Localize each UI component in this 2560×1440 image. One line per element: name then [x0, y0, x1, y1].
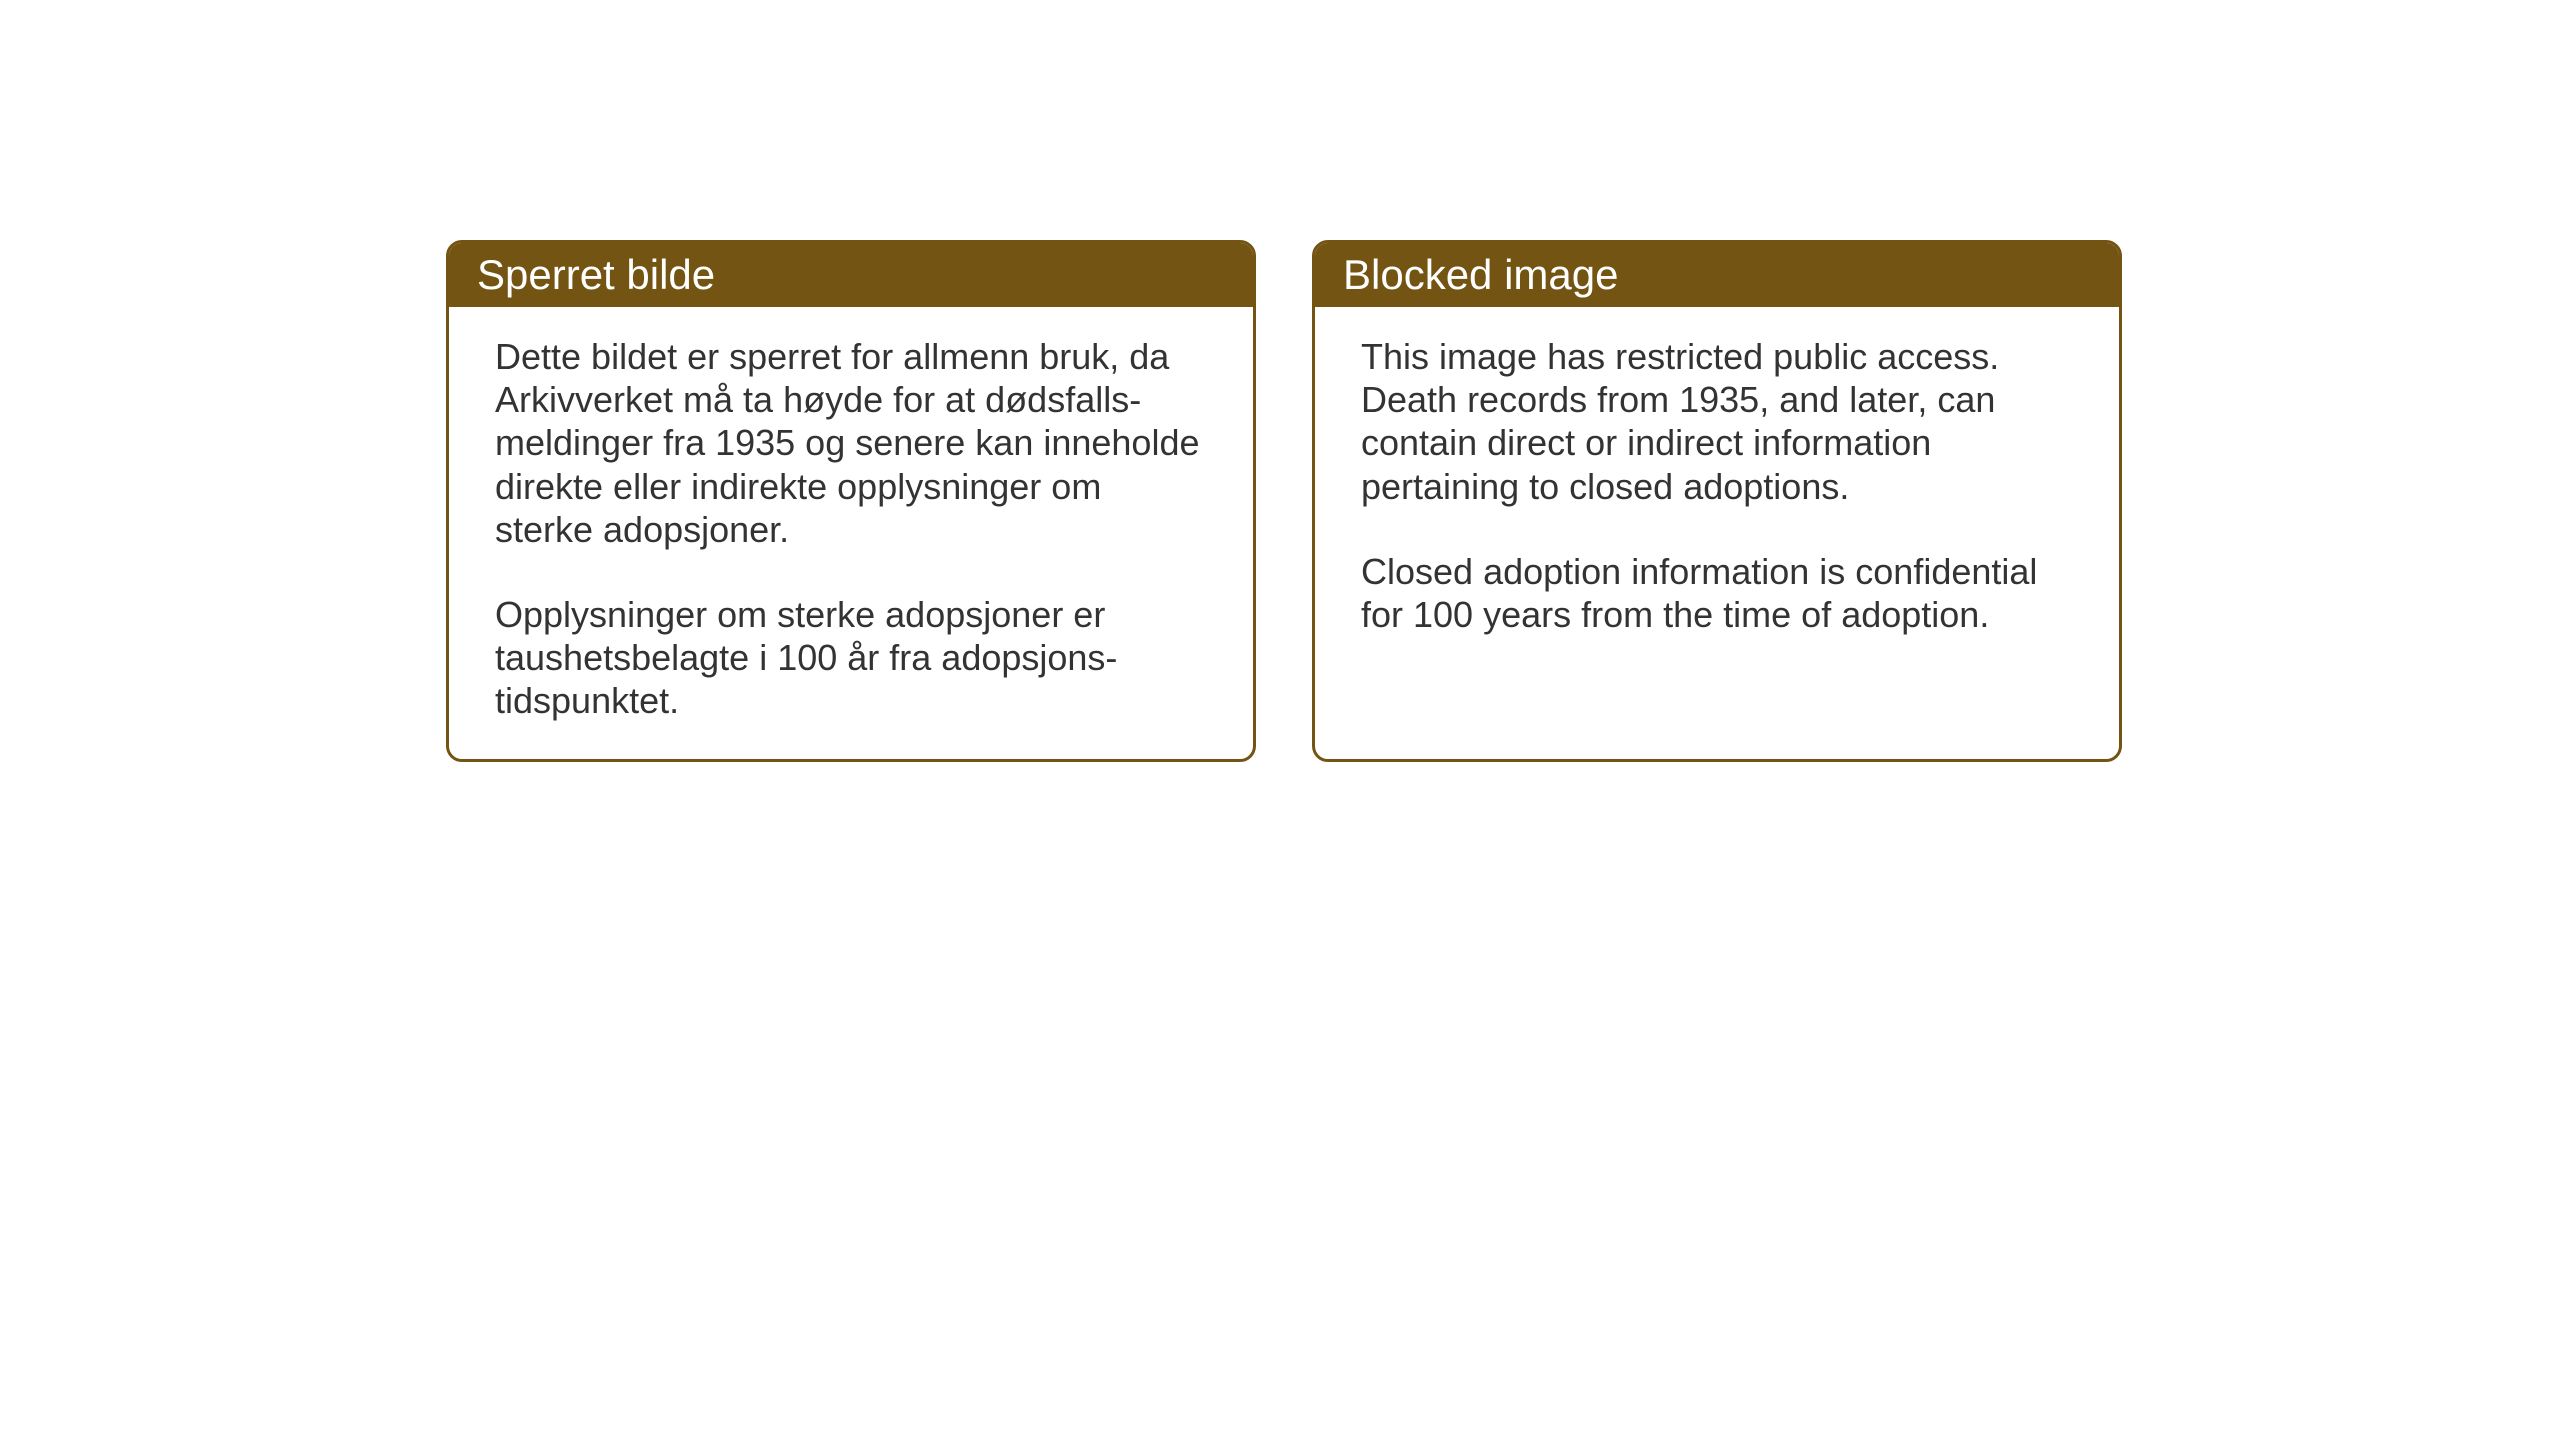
- notice-body-english: This image has restricted public access.…: [1315, 307, 2119, 672]
- notice-paragraph-1-english: This image has restricted public access.…: [1361, 335, 2073, 508]
- notice-paragraph-2-norwegian: Opplysninger om sterke adopsjoner er tau…: [495, 593, 1207, 723]
- notice-header-english: Blocked image: [1315, 243, 2119, 307]
- notice-body-norwegian: Dette bildet er sperret for allmenn bruk…: [449, 307, 1253, 759]
- notice-paragraph-1-norwegian: Dette bildet er sperret for allmenn bruk…: [495, 335, 1207, 551]
- notice-container: Sperret bilde Dette bildet er sperret fo…: [446, 240, 2122, 762]
- notice-title-english: Blocked image: [1343, 251, 1618, 298]
- notice-paragraph-2-english: Closed adoption information is confident…: [1361, 550, 2073, 636]
- notice-header-norwegian: Sperret bilde: [449, 243, 1253, 307]
- notice-card-english: Blocked image This image has restricted …: [1312, 240, 2122, 762]
- notice-card-norwegian: Sperret bilde Dette bildet er sperret fo…: [446, 240, 1256, 762]
- notice-title-norwegian: Sperret bilde: [477, 251, 715, 298]
